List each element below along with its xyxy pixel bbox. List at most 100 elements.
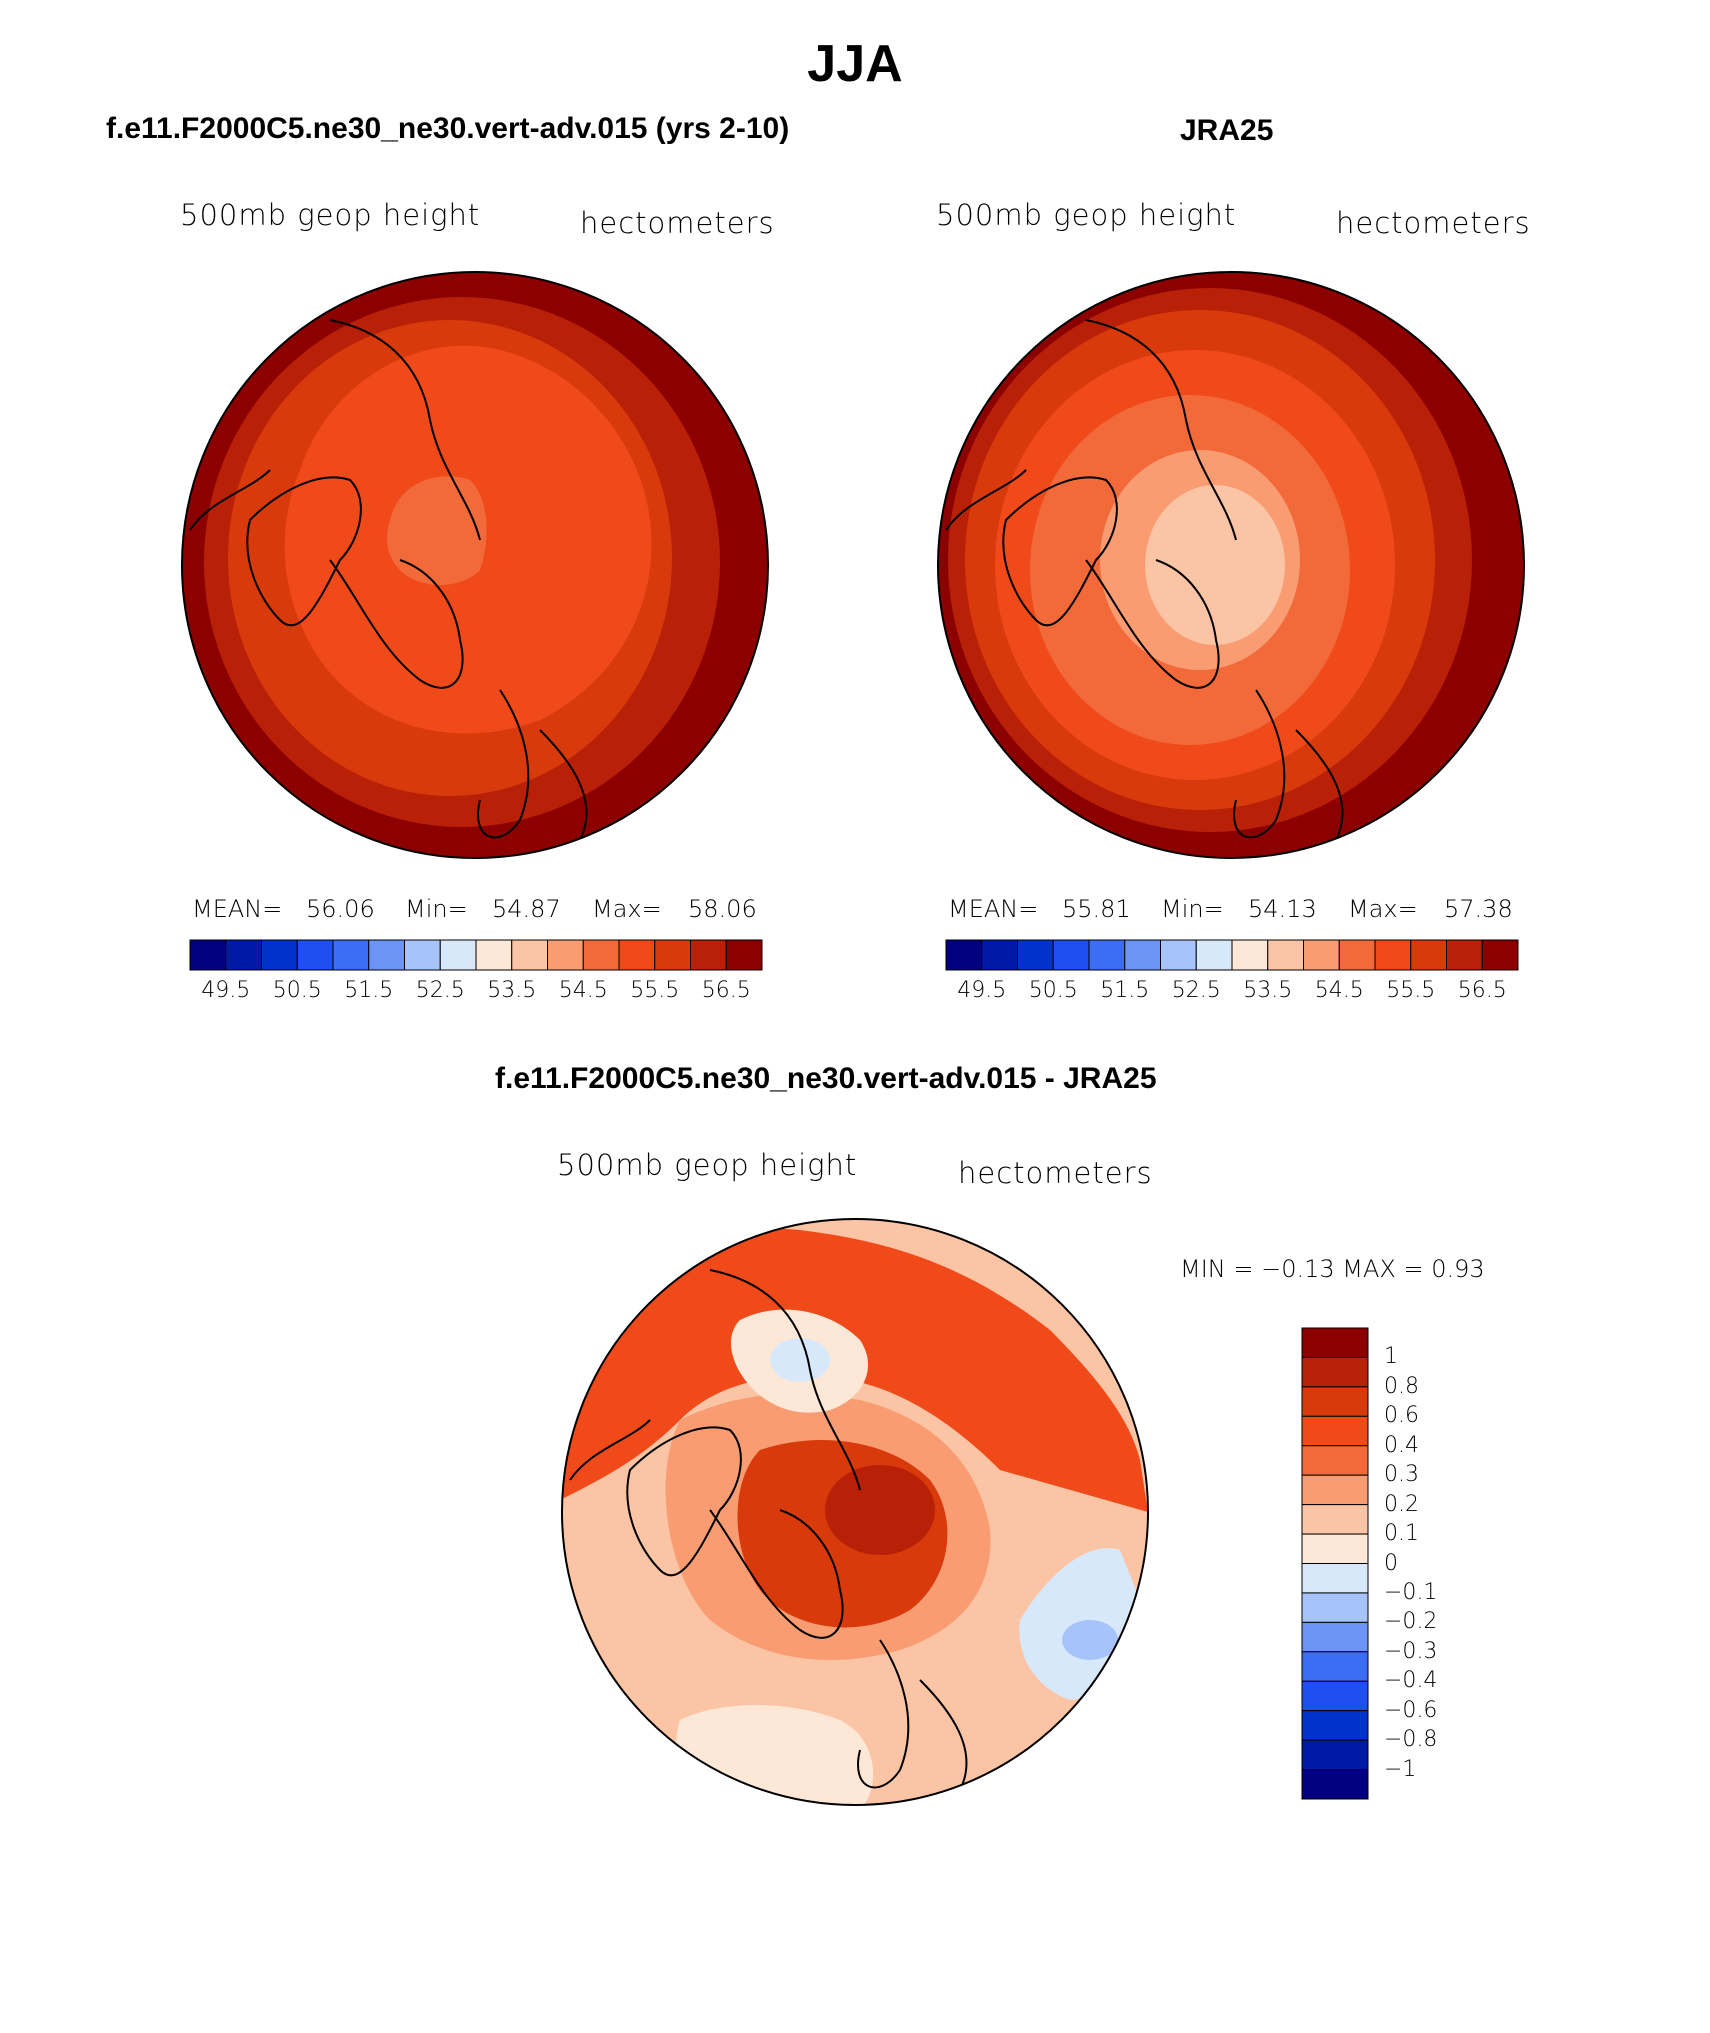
model-colorbar-box bbox=[189, 939, 227, 971]
diff-colorbar-box bbox=[1301, 1651, 1369, 1682]
obs-min-label: Min= bbox=[1161, 895, 1224, 923]
obs-colorbar-box bbox=[1160, 939, 1197, 971]
model-colorbar-box bbox=[582, 939, 620, 971]
diff-colorbar-tick-label: 0 bbox=[1384, 1550, 1398, 1576]
model-mean-value: 56.06 bbox=[306, 895, 375, 923]
diff-colorbar-tick-label: −0.6 bbox=[1384, 1697, 1438, 1723]
obs-colorbar-tick-label: 51.5 bbox=[1100, 978, 1150, 1003]
diff-colorbar bbox=[1301, 1327, 1369, 1800]
obs-min-value: 54.13 bbox=[1248, 895, 1317, 923]
diff-colorbar-tick-label: 1 bbox=[1384, 1344, 1398, 1370]
obs-mean-value: 55.81 bbox=[1062, 895, 1131, 923]
diff-colorbar-box bbox=[1301, 1533, 1369, 1564]
model-coastlines bbox=[189, 319, 588, 841]
obs-colorbar-box bbox=[1052, 939, 1090, 971]
diff-colorbar-box bbox=[1301, 1327, 1369, 1358]
diff-colorbar-tick-label: 0.2 bbox=[1384, 1491, 1419, 1517]
diff-min-max: MIN = −0.13 MAX = 0.93 bbox=[1180, 1255, 1485, 1283]
obs-max-value: 57.38 bbox=[1444, 895, 1513, 923]
model-colorbar-box bbox=[332, 939, 370, 971]
obs-colorbar-box bbox=[1410, 939, 1447, 971]
model-colorbar-tick-label: 52.5 bbox=[415, 978, 465, 1003]
model-colorbar-box bbox=[404, 939, 441, 971]
obs-field-label: 500mb geop height bbox=[936, 198, 1237, 232]
model-colorbar-box bbox=[261, 939, 298, 971]
diff-colorbar-box bbox=[1301, 1445, 1369, 1476]
obs-colorbar-box bbox=[1267, 939, 1304, 971]
obs-colorbar-tick-label: 56.5 bbox=[1457, 978, 1507, 1003]
diff-units-label: hectometers bbox=[958, 1156, 1153, 1190]
diff-contour-light-blue bbox=[1062, 1620, 1118, 1660]
model-colorbar-tick-label: 54.5 bbox=[558, 978, 608, 1003]
model-min-value: 54.87 bbox=[492, 895, 561, 923]
obs-colorbar-tick-label: 50.5 bbox=[1028, 978, 1078, 1003]
diff-colorbar-box bbox=[1301, 1592, 1369, 1623]
obs-coastlines bbox=[945, 319, 1344, 841]
model-colorbar-box bbox=[618, 939, 656, 971]
obs-colorbar-tick-label: 53.5 bbox=[1243, 978, 1293, 1003]
diff-colorbar-box bbox=[1301, 1474, 1369, 1506]
diff-colorbar-box bbox=[1301, 1769, 1369, 1800]
obs-colorbar-box bbox=[1195, 939, 1233, 971]
diff-colorbar-tick-label: −0.3 bbox=[1384, 1638, 1438, 1664]
model-colorbar-box bbox=[690, 939, 727, 971]
obs-colorbar-box bbox=[1124, 939, 1161, 971]
diff-colorbar-box bbox=[1301, 1739, 1369, 1771]
obs-mean-label: MEAN= bbox=[948, 895, 1039, 923]
diff-colorbar-tick-label: 0.3 bbox=[1384, 1462, 1419, 1488]
diff-colorbar-box bbox=[1301, 1504, 1369, 1535]
obs-colorbar-box bbox=[1374, 939, 1412, 971]
diff-contour-pale-blue bbox=[770, 1338, 830, 1382]
diff-colorbar-box bbox=[1301, 1563, 1369, 1594]
obs-colorbar-box bbox=[1338, 939, 1376, 971]
diff-colorbar-tick-label: 0.8 bbox=[1384, 1373, 1419, 1399]
model-min-label: Min= bbox=[405, 895, 468, 923]
diff-colorbar-tick-label: 0.6 bbox=[1384, 1403, 1419, 1429]
obs-colorbar-tick-label: 52.5 bbox=[1171, 978, 1221, 1003]
model-colorbar-tick-label: 56.5 bbox=[701, 978, 751, 1003]
diff-colorbar-tick-label: −0.1 bbox=[1384, 1579, 1438, 1605]
obs-max-label: Max= bbox=[1348, 895, 1418, 923]
model-colorbar-tick-label: 49.5 bbox=[201, 978, 251, 1003]
obs-colorbar-box bbox=[981, 939, 1018, 971]
diff-panel-title: f.e11.F2000C5.ne30_ne30.vert-adv.015 - J… bbox=[495, 1062, 1157, 1095]
diff-colorbar-tick-label: 0.1 bbox=[1384, 1521, 1419, 1547]
model-contour-orange-light bbox=[387, 476, 487, 585]
diff-coastlines bbox=[569, 1269, 968, 1791]
obs-colorbar-box bbox=[945, 939, 983, 971]
diff-colorbar-tick-label: −1 bbox=[1384, 1756, 1417, 1782]
model-mean-label: MEAN= bbox=[192, 895, 283, 923]
model-max-value: 58.06 bbox=[688, 895, 757, 923]
model-colorbar bbox=[189, 939, 763, 971]
diff-field-label: 500mb geop height bbox=[557, 1148, 858, 1182]
model-colorbar-box bbox=[654, 939, 691, 971]
obs-contour-peach bbox=[1145, 485, 1285, 645]
figure-title: JJA bbox=[807, 35, 903, 93]
model-colorbar-box bbox=[511, 939, 548, 971]
diff-colorbar-box bbox=[1301, 1415, 1369, 1447]
model-panel-title: f.e11.F2000C5.ne30_ne30.vert-adv.015 (yr… bbox=[106, 112, 790, 145]
model-colorbar-box bbox=[296, 939, 334, 971]
model-colorbar-box bbox=[475, 939, 513, 971]
obs-units-label: hectometers bbox=[1336, 206, 1531, 240]
model-colorbar-tick-label: 53.5 bbox=[487, 978, 537, 1003]
model-colorbar-box bbox=[439, 939, 477, 971]
obs-colorbar bbox=[945, 939, 1519, 971]
obs-colorbar-box bbox=[1303, 939, 1340, 971]
diff-colorbar-box bbox=[1301, 1710, 1369, 1741]
obs-panel-title: JRA25 bbox=[1180, 114, 1274, 147]
obs-colorbar-tick-label: 54.5 bbox=[1314, 978, 1364, 1003]
diff-colorbar-tick-label: 0.4 bbox=[1384, 1432, 1419, 1458]
obs-colorbar-tick-label: 55.5 bbox=[1386, 978, 1436, 1003]
diff-colorbar-tick-label: −0.2 bbox=[1384, 1609, 1438, 1635]
model-colorbar-tick-label: 55.5 bbox=[630, 978, 680, 1003]
obs-colorbar-tick-label: 49.5 bbox=[957, 978, 1007, 1003]
model-colorbar-tick-label: 51.5 bbox=[344, 978, 394, 1003]
model-max-label: Max= bbox=[592, 895, 662, 923]
diff-colorbar-box bbox=[1301, 1680, 1369, 1712]
model-colorbar-box bbox=[547, 939, 584, 971]
obs-colorbar-box bbox=[1231, 939, 1269, 971]
diff-colorbar-box bbox=[1301, 1621, 1369, 1653]
